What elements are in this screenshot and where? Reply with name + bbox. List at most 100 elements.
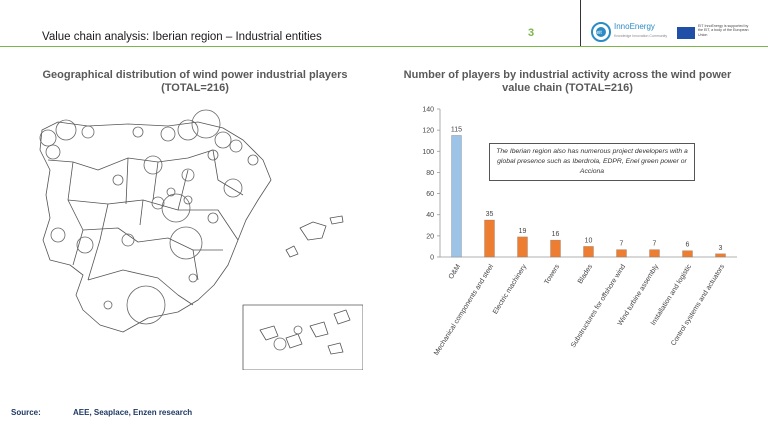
bar [550, 239, 561, 258]
data-label: 35 [486, 211, 494, 218]
border-region-10 [125, 157, 129, 205]
chart-title: Number of players by industrial activity… [403, 69, 732, 94]
data-label: 10 [585, 237, 593, 244]
category-label: Substructures for offshore wind [570, 263, 627, 349]
bar [649, 249, 660, 258]
border-region-3 [67, 199, 239, 241]
border-portugal [47, 159, 84, 266]
logo-tagline: Knowledge Innovation Community [614, 34, 668, 38]
bar-chart: 0 20 40 60 80 100 120 140 115 35 19 16 10 7 7 6 3 O&MMe… [422, 107, 737, 357]
map-bubble [207, 212, 219, 224]
map-bubble [143, 155, 163, 175]
map-title: Geographical distribution of wind power … [42, 69, 348, 94]
map-bubble [166, 187, 176, 197]
map-bubble [132, 126, 144, 138]
map-bubble [191, 109, 221, 139]
map-bubble [293, 325, 303, 335]
map-bubble [112, 174, 124, 186]
category-label: Mechanical components and steel [433, 263, 495, 357]
y-tick-label: 120 [422, 128, 434, 135]
border-region-1 [72, 149, 214, 171]
data-label: 16 [552, 231, 560, 238]
map-bubble [103, 300, 113, 310]
bar [517, 236, 528, 258]
map-bubble [50, 227, 66, 243]
map-bubble [160, 126, 176, 142]
data-label: 7 [620, 241, 624, 248]
header-rule [0, 46, 768, 47]
y-tick-label: 20 [426, 233, 434, 240]
page-title: Value chain analysis: Iberian region – I… [42, 31, 322, 43]
data-label: 7 [653, 241, 657, 248]
border-region-8 [177, 169, 189, 211]
data-label: 115 [451, 126, 462, 133]
canary-inset-frame [242, 304, 363, 370]
source-text: AEE, Seaplace, Enzen research [73, 408, 193, 417]
map-bubble [76, 236, 94, 254]
innoenergy-logo-icon: eit [591, 22, 611, 42]
map-bubble [169, 226, 203, 260]
page-number: 3 [528, 27, 535, 39]
y-tick-label: 100 [422, 149, 434, 156]
y-tick-label: 60 [426, 191, 434, 198]
data-label: 3 [719, 245, 723, 252]
island-ibiza [285, 245, 299, 258]
bar [484, 219, 495, 258]
data-label: 19 [519, 228, 527, 235]
map-bubble [223, 178, 243, 198]
category-label: O&M [448, 263, 462, 280]
svg-text:eit: eit [597, 30, 603, 36]
map-bubble [214, 131, 232, 149]
border-region-4 [82, 227, 223, 251]
border-region-7 [87, 269, 194, 306]
chart-ticks: 0 20 40 60 80 100 120 140 [422, 107, 440, 262]
island-mallorca [299, 221, 327, 241]
bar [715, 253, 726, 258]
map-bubble [126, 285, 166, 325]
map-bubble [121, 233, 135, 247]
border-region-11 [192, 249, 199, 281]
map-bubble [207, 149, 219, 161]
eu-support-text: EIT InnoEnergy is supported by the EIT, … [698, 24, 749, 37]
border-region-6 [87, 203, 109, 281]
map-bubble [81, 125, 95, 139]
bar [682, 250, 693, 258]
map-bubble [188, 273, 198, 283]
category-label: Electric machinery [492, 263, 529, 316]
data-label: 6 [686, 242, 690, 249]
map-bubble [181, 168, 195, 182]
map-bubble [161, 193, 191, 223]
chart-bars [451, 135, 726, 258]
peninsula-outline [39, 121, 272, 333]
chart-annotation: The Iberian region also has numerous pro… [489, 143, 695, 181]
map-bubble [151, 196, 165, 210]
category-label: Blades [577, 263, 595, 285]
bar [583, 246, 594, 258]
category-label: Towers [544, 263, 562, 286]
chart-labels: 115 35 19 16 10 7 7 6 3 [451, 126, 723, 251]
canary-islands [259, 309, 351, 355]
header-divider [580, 0, 581, 46]
map-bubble [247, 154, 259, 166]
map-bubble [55, 119, 77, 141]
y-tick-label: 40 [426, 212, 434, 219]
border-region-9 [152, 161, 159, 201]
iberia-map [39, 109, 363, 370]
map-bubble [273, 337, 287, 351]
map-bubble [39, 129, 57, 147]
border-region-5 [139, 199, 144, 226]
map-bubble [45, 144, 61, 160]
bar [616, 249, 627, 258]
island-menorca [329, 215, 344, 225]
y-tick-label: 140 [422, 107, 434, 114]
eu-flag-icon [677, 27, 695, 39]
map-bubble [229, 139, 243, 153]
logo-name: InnoEnergy [614, 22, 655, 31]
y-tick-label: 0 [430, 255, 434, 262]
map-bubble [177, 119, 199, 141]
source-label: Source: [11, 408, 41, 417]
bar [451, 135, 462, 258]
map-bubble [183, 195, 193, 205]
y-tick-label: 80 [426, 170, 434, 177]
